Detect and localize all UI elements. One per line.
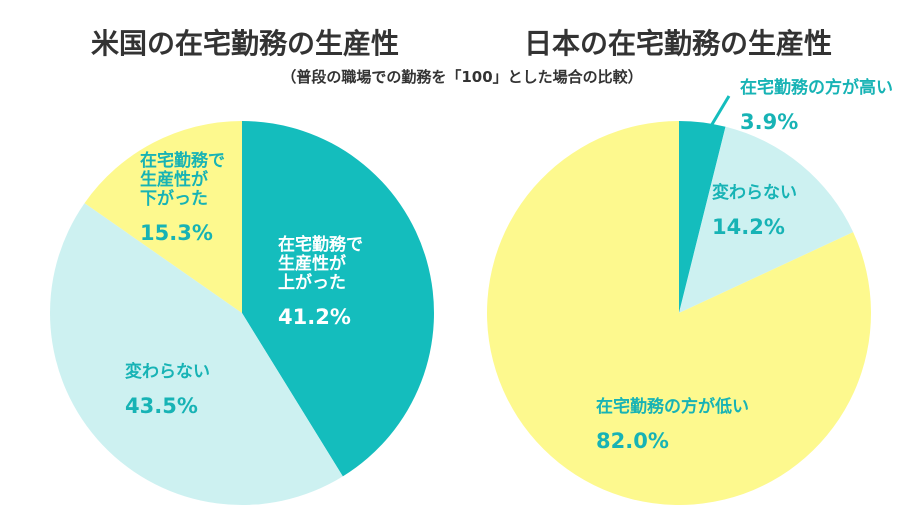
us-slice-3-label: 生産性が [140,169,208,190]
us-slice-2-value: 43.5% [125,394,198,418]
us-slice-3-label: 在宅勤務で [140,150,225,171]
japan-slice-2-label: 変わらない [712,182,797,203]
japan-slice-3-value: 82.0% [596,429,669,453]
japan-slice-1-value: 3.9% [740,110,798,134]
us-pie-chart: 在宅勤務で生産性が上がった41.2%変わらない43.5%在宅勤務で生産性が下がっ… [50,121,434,505]
japan-slice-2 [679,126,854,313]
us-slice-2 [50,203,343,505]
japan-slice-1 [679,121,726,313]
chart-subtitle: （普段の職場での勤務を「100」とした場合の比較） [281,68,642,86]
us-slice-3-label: 下がった [140,188,208,209]
japan-slice-2-value: 14.2% [712,215,785,239]
japan-slice-3 [487,121,872,505]
us-slice-3-value: 15.3% [140,221,213,245]
japan-pie-chart: 在宅勤務の方が高い 3.9% 変わらない 14.2% 在宅勤務の方が低い 82.0% [487,77,893,505]
us-chart-title: 米国の在宅勤務の生産性 [91,27,399,60]
us-slice-2-label: 変わらない [125,361,210,382]
us-slice-1-label: 生産性が [278,253,346,274]
us-slice-1-label: 上がった [278,272,346,293]
japan-chart-title: 日本の在宅勤務の生産性 [524,27,832,60]
us-slice-1-value: 41.2% [278,305,351,329]
japan-slice-1-label: 在宅勤務の方が高い [740,77,893,98]
us-slice-3 [84,121,242,313]
japan-slice-1-leader-line [706,95,731,132]
us-slice-1-label: 在宅勤務で [278,234,363,255]
us-slice-1 [242,121,434,477]
japan-slice-3-label: 在宅勤務の方が低い [596,396,749,417]
